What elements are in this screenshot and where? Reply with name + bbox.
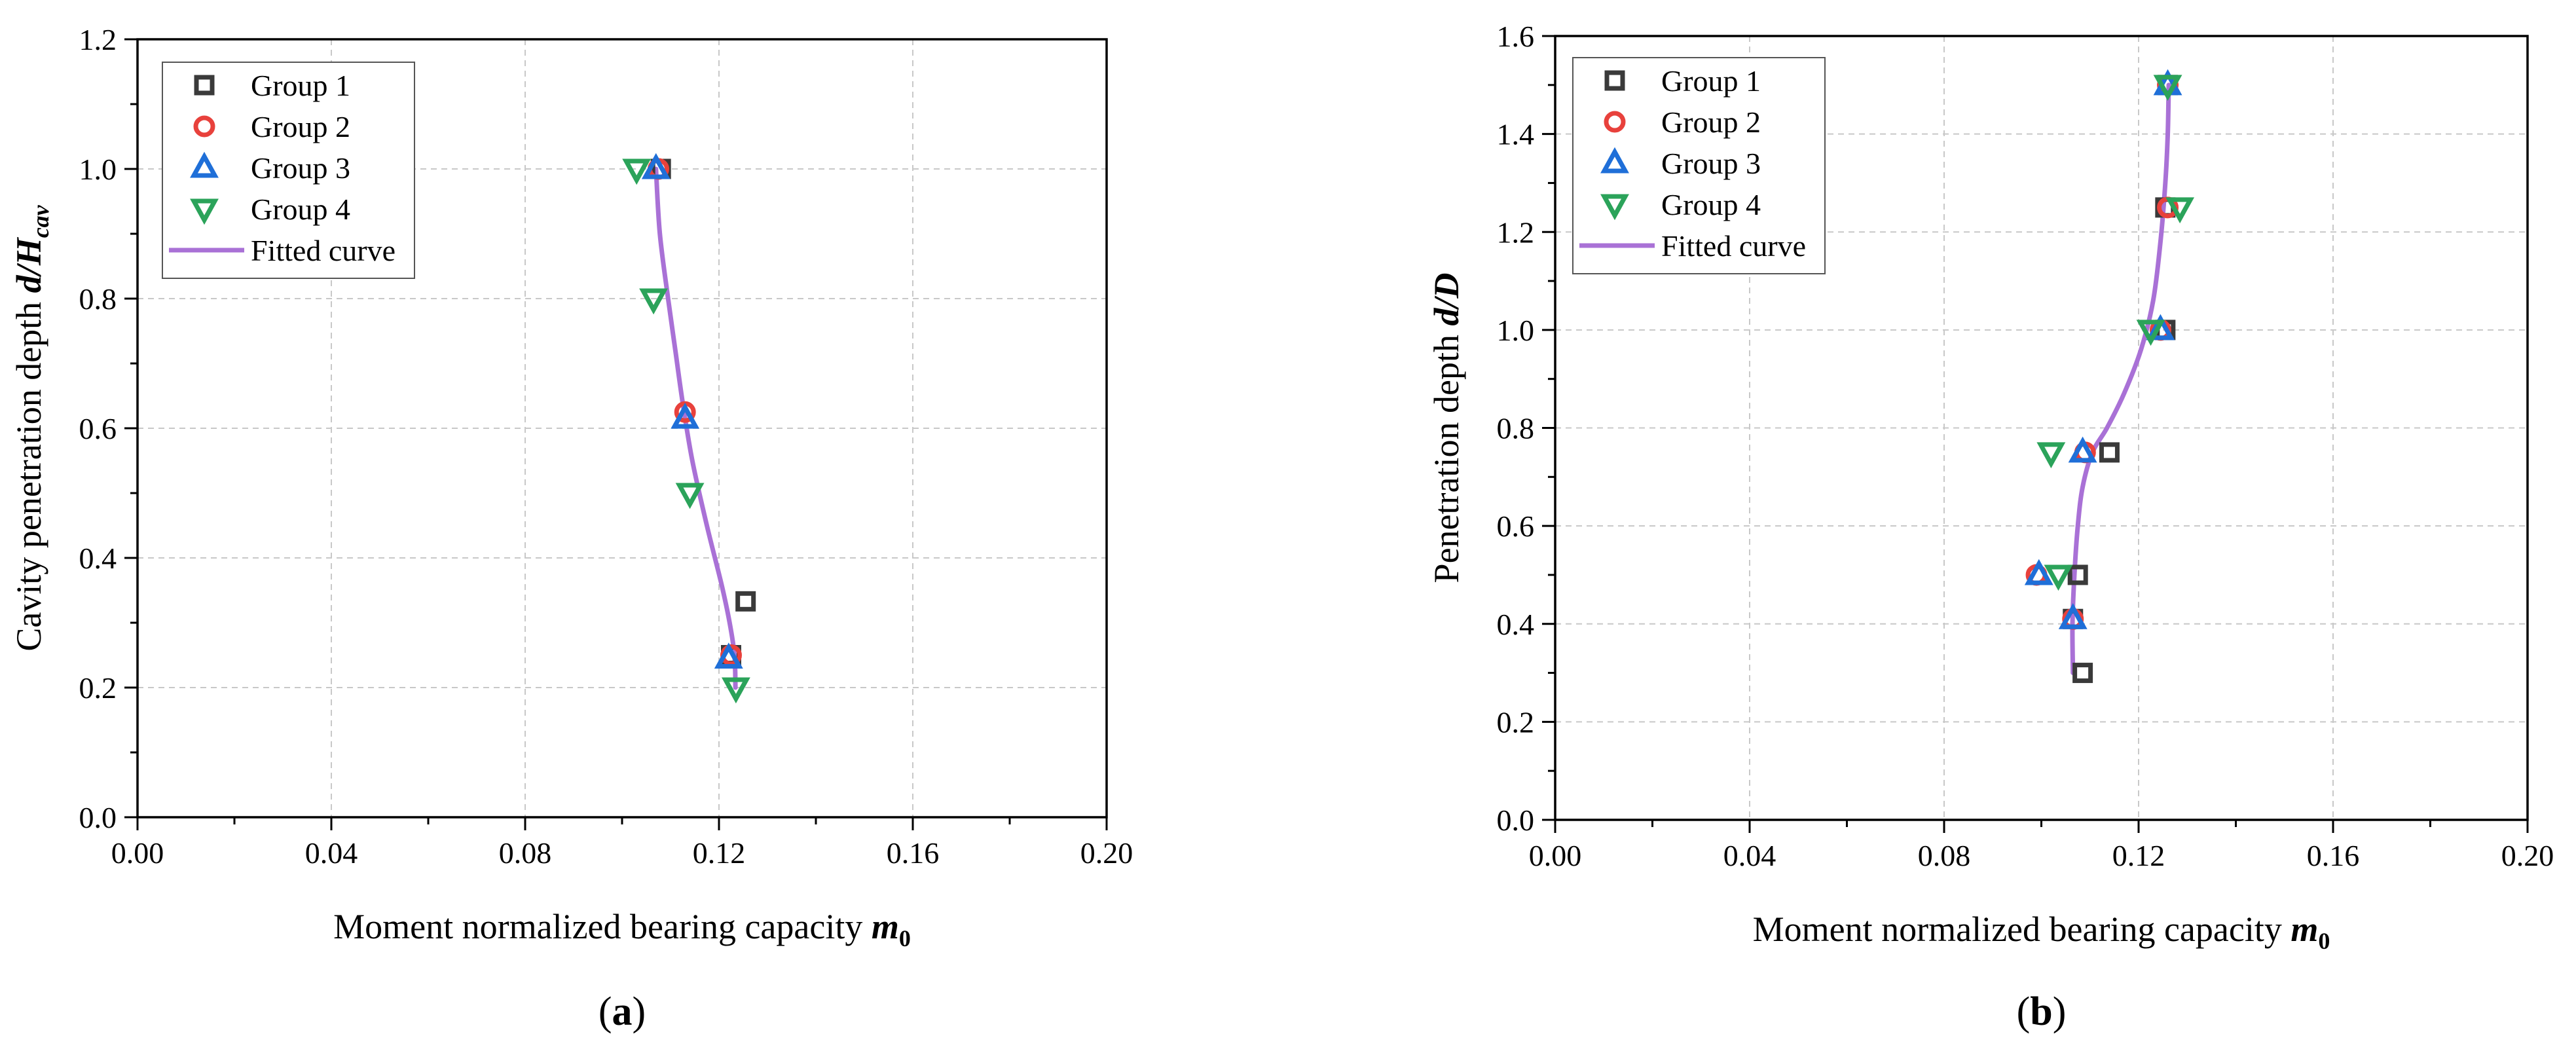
legend-swatch-group-2	[1604, 111, 1626, 133]
x-tick-label: 0.04	[305, 836, 358, 870]
y-tick-label: 1.2	[1497, 215, 1535, 249]
x-tick-label: 0.20	[2501, 839, 2554, 872]
data-point-group-1	[2099, 442, 2120, 463]
x-tick-label: 0.12	[693, 836, 746, 870]
y-tick-label: 1.0	[1497, 314, 1535, 347]
legend-label-group-3: Group 3	[251, 151, 350, 185]
data-point-group-3	[2024, 559, 2053, 585]
chart-panel-a: 0.00 0.04 0.08 0.12 0.16 0.20 0.0 0.2 0.4 0.6 0.8 1…	[9, 23, 1133, 1034]
x-tick-label: 0.04	[1723, 839, 1776, 872]
y-tick-label: 0.4	[1497, 608, 1535, 641]
legend-swatch-group-4	[190, 198, 219, 225]
data-point-group-4	[2153, 75, 2182, 101]
legend-box	[162, 62, 415, 279]
x-axis-label: Moment normalized bearing capacity m0	[333, 907, 911, 951]
data-point-group-1	[735, 591, 756, 612]
y-tick-label: 1.2	[79, 23, 117, 56]
y-tick-label: 0.8	[79, 282, 117, 316]
legend-swatch-group-2	[193, 115, 215, 138]
y-tick-label: 1.6	[1497, 20, 1535, 53]
series-line-fitted-curve	[2070, 83, 2171, 676]
y-tick-label: 0.4	[79, 542, 117, 575]
x-tick-label: 0.16	[2307, 839, 2360, 872]
y-tick-label: 0.6	[1497, 509, 1535, 543]
data-point-group-4	[2136, 320, 2165, 346]
legend-label-group-1: Group 1	[1661, 64, 1761, 98]
legend-swatch-group-1	[194, 75, 215, 96]
x-tick-label: 0.20	[1080, 836, 1133, 870]
data-point-group-4	[2165, 197, 2195, 224]
data-point-group-3	[2058, 603, 2088, 629]
y-tick-label: 0.2	[79, 671, 117, 705]
legend-label-group-2: Group 2	[1661, 105, 1761, 139]
y-axis-label: Penetration depth d/D	[1427, 273, 1466, 583]
y-tick-label: 0.2	[1497, 705, 1535, 739]
x-tick-label: 0.00	[1529, 839, 1582, 872]
legend-label-group-3: Group 3	[1661, 147, 1761, 180]
y-tick-label: 0.8	[1497, 412, 1535, 445]
data-point-group-4	[2044, 564, 2073, 591]
y-tick-label: 0.0	[1497, 803, 1535, 837]
panel-label: (a)	[598, 989, 646, 1034]
data-point-group-4	[675, 483, 705, 509]
y-tick-label: 0.6	[79, 412, 117, 445]
data-point-group-4	[639, 288, 669, 315]
legend-label-group-1: Group 1	[251, 69, 350, 102]
legend-label-fitted-curve: Fitted curve	[251, 234, 396, 267]
y-tick-label: 1.4	[1497, 118, 1535, 151]
legend-box	[1572, 57, 1826, 274]
legend-label-group-4: Group 4	[1661, 188, 1761, 221]
panel-label: (b)	[2017, 989, 2067, 1034]
data-point-group-3	[714, 642, 743, 669]
legend-swatch-group-1	[1604, 70, 1625, 91]
data-point-group-1	[2067, 564, 2088, 585]
data-point-group-4	[2036, 442, 2066, 469]
data-point-group-1	[2072, 663, 2093, 684]
x-axis-label: Moment normalized bearing capacity m0	[1753, 910, 2330, 954]
legend-label-fitted-curve: Fitted curve	[1661, 229, 1806, 263]
data-point-group-4	[721, 677, 750, 704]
x-tick-label: 0.08	[499, 836, 552, 870]
legend-swatch-group-4	[1600, 194, 1629, 221]
legend-swatch-group-3	[1600, 147, 1629, 174]
x-tick-label: 0.00	[111, 836, 164, 870]
legend-swatch-group-3	[190, 151, 219, 178]
x-tick-label: 0.08	[1918, 839, 1971, 872]
data-point-group-3	[671, 402, 700, 429]
y-tick-label: 1.0	[79, 153, 117, 186]
data-point-group-3	[641, 153, 671, 179]
x-tick-label: 0.16	[887, 836, 940, 870]
x-tick-label: 0.12	[2112, 839, 2165, 872]
data-point-group-4	[622, 158, 652, 185]
chart-panel-b: 0.00 0.04 0.08 0.12 0.16 0.20 0.0 0.2 0.4 0.6 0.8 1…	[1427, 20, 2554, 1034]
y-tick-label: 0.0	[79, 801, 117, 834]
data-point-group-3	[2068, 436, 2097, 463]
series-line-fitted-curve	[653, 166, 738, 690]
legend-label-group-2: Group 2	[251, 110, 350, 143]
legend-label-group-4: Group 4	[251, 193, 350, 226]
y-axis-label: Cavity penetration depth d/Hcav	[9, 204, 54, 651]
